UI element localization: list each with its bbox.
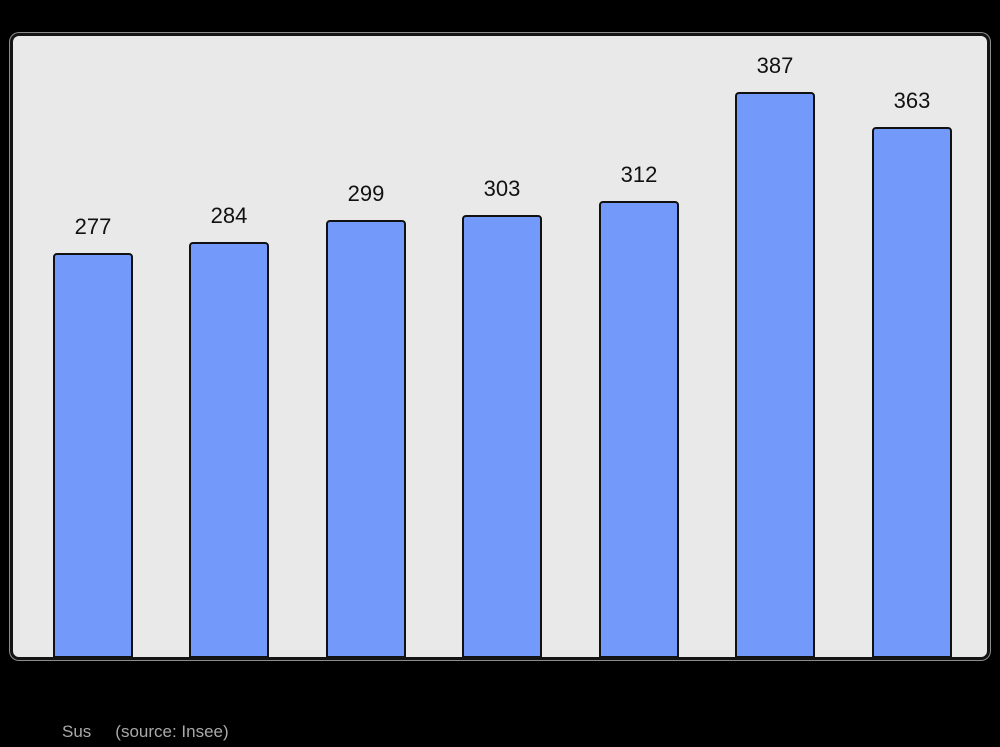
bar (462, 215, 542, 657)
bar (735, 92, 815, 657)
bar-value-label: 312 (620, 161, 658, 187)
bar-group: 312 (599, 162, 679, 657)
caption-place-label: Sus (62, 722, 92, 741)
caption-source-label: (source: Insee) (115, 722, 229, 741)
bar-group: 277 (53, 214, 133, 657)
bar-group: 363 (872, 88, 952, 657)
bar-value-label: 284 (210, 202, 248, 228)
bar-group: 387 (735, 53, 815, 657)
bar-value-label: 387 (756, 52, 794, 78)
bar-value-label: 303 (483, 175, 521, 201)
bar-value-label: 277 (74, 213, 112, 239)
bar (326, 220, 406, 657)
caption: Sus (source: Insee) (62, 722, 229, 742)
bar (189, 242, 269, 657)
plot-area: 277 284 299 303 312 387 363 (13, 36, 987, 657)
bar (872, 127, 952, 657)
bar (53, 253, 133, 657)
bar-value-label: 299 (347, 180, 385, 206)
bar-group: 284 (189, 203, 269, 657)
chart-panel: 277 284 299 303 312 387 363 (10, 33, 990, 660)
bar-group: 299 (326, 181, 406, 657)
bar (599, 201, 679, 657)
bar-group: 303 (462, 176, 542, 657)
bar-value-label: 363 (893, 87, 931, 113)
